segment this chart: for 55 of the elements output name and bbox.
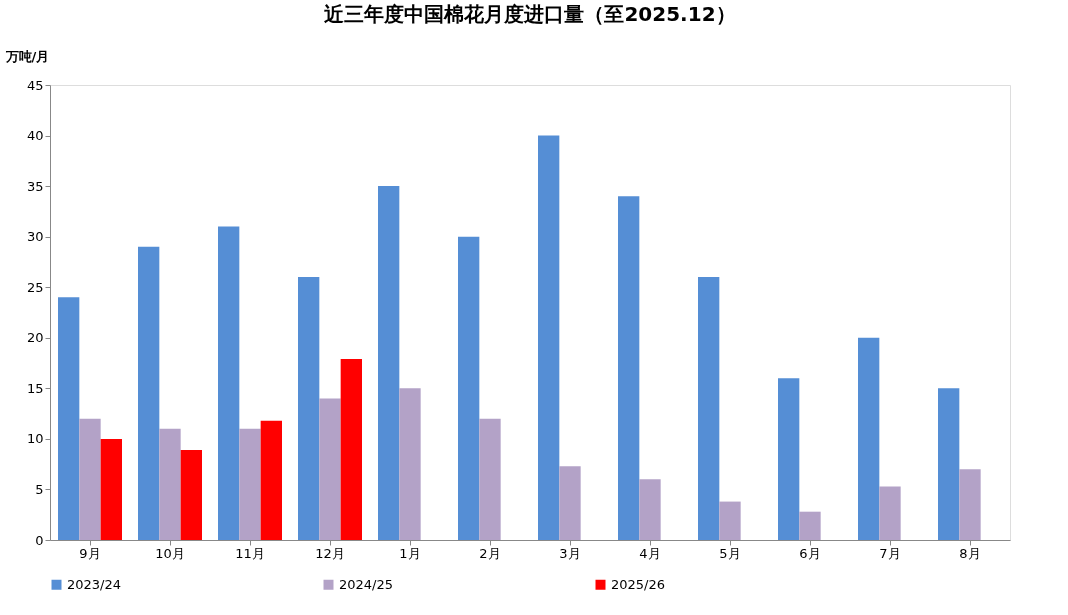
x-tick-label: 12月: [315, 545, 345, 561]
bar: [260, 420, 282, 540]
bar: [100, 438, 122, 540]
bar: [218, 226, 240, 540]
bar: [799, 511, 821, 540]
y-axis-title: 万吨/月: [4, 48, 50, 64]
bar: [159, 428, 181, 540]
x-tick-label: 8月: [959, 545, 981, 561]
bar: [858, 337, 880, 540]
bar: [559, 466, 581, 540]
bar: [458, 236, 480, 540]
x-tick-label: 6月: [799, 545, 821, 561]
bar: [698, 277, 720, 540]
bar: [239, 428, 261, 540]
bar: [319, 398, 341, 540]
bar: [58, 297, 80, 540]
y-tick-label: 5: [35, 481, 44, 497]
x-tick-label: 9月: [79, 545, 101, 561]
chart-title: 近三年度中国棉花月度进口量（至2025.12）: [323, 2, 736, 26]
x-tick-label: 11月: [235, 545, 265, 561]
bar: [479, 418, 501, 540]
x-tick-label: 2月: [479, 545, 501, 561]
bar: [378, 186, 400, 540]
bar: [879, 486, 901, 540]
y-tick-label: 40: [26, 128, 44, 144]
x-tick-label: 3月: [559, 545, 581, 561]
bar: [618, 196, 640, 540]
x-tick-label: 5月: [719, 545, 741, 561]
y-tick-label: 0: [35, 532, 44, 548]
y-tick-label: 30: [26, 229, 44, 245]
y-tick-label: 35: [26, 178, 44, 194]
y-tick-label: 15: [26, 380, 44, 396]
x-tick-label: 4月: [639, 545, 661, 561]
legend-label: 2023/24: [67, 576, 122, 592]
bar: [639, 479, 661, 540]
y-tick-label: 25: [26, 279, 44, 295]
bar: [399, 388, 421, 540]
bar: [79, 418, 101, 540]
y-tick-label: 20: [26, 330, 44, 346]
legend-label: 2024/25: [339, 576, 394, 592]
bar: [959, 469, 981, 540]
bar: [778, 378, 800, 540]
bar: [340, 359, 362, 540]
bar: [719, 501, 741, 540]
x-tick-label: 10月: [155, 545, 185, 561]
bar: [938, 388, 960, 540]
legend-label: 2025/26: [611, 576, 666, 592]
x-tick-label: 7月: [879, 545, 901, 561]
y-tick-label: 45: [26, 77, 44, 93]
bar: [538, 135, 560, 540]
bar: [138, 246, 160, 540]
bar: [180, 450, 202, 540]
y-tick-label: 10: [26, 431, 44, 447]
bar: [298, 277, 320, 540]
x-tick-label: 1月: [399, 545, 421, 561]
